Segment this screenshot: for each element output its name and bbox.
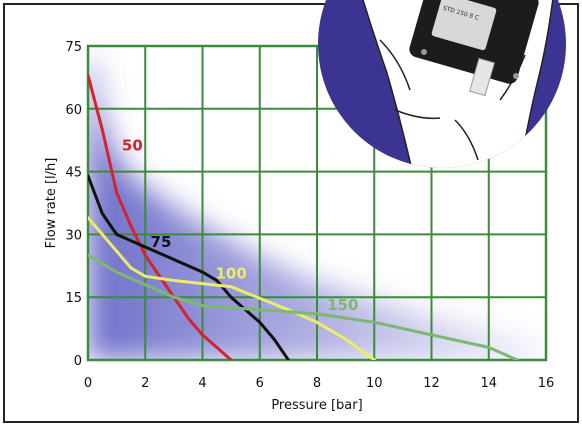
- y-tick-label: 45: [65, 166, 82, 181]
- grid-lines: [88, 46, 546, 360]
- series-label-100: 100: [215, 264, 246, 282]
- series-line-50: [88, 73, 233, 360]
- device-inset: STD 250 8 C: [318, 0, 566, 168]
- x-axis-label: Pressure [bar]: [271, 398, 362, 413]
- figure-frame: [3, 3, 579, 423]
- y-tick-label: 30: [65, 228, 82, 243]
- y-tick-label: 15: [65, 291, 82, 306]
- x-tick-labels: 0 2 4 6 8 10 12 14 16: [84, 376, 554, 391]
- series-line-75: [88, 174, 290, 360]
- plot-border: [86, 44, 548, 362]
- y-axis-label: Flow rate [l/h]: [44, 158, 59, 249]
- x-tick-label: 4: [198, 376, 206, 391]
- series-lines: [88, 73, 519, 360]
- device-screw-left: [421, 49, 427, 55]
- x-tick-label: 14: [480, 376, 497, 391]
- x-tick-label: 2: [141, 376, 149, 391]
- series-line-150: [88, 253, 519, 360]
- hand-fingers: [379, 39, 526, 161]
- x-tick-label: 0: [84, 376, 92, 391]
- hose-fitting: [469, 57, 495, 97]
- device-screw-right: [513, 73, 519, 79]
- y-tick-label: 75: [65, 40, 82, 55]
- x-tick-label: 16: [538, 376, 555, 391]
- series-labels: 50 75 100 150: [122, 137, 358, 314]
- series-line-100: [88, 216, 376, 360]
- device-label-plate: [431, 0, 497, 51]
- y-tick-label: 0: [74, 354, 82, 369]
- x-tick-label: 8: [313, 376, 321, 391]
- x-tick-label: 12: [423, 376, 440, 391]
- y-tick-labels: 0 15 30 45 60 75: [65, 40, 82, 369]
- series-label-150: 150: [327, 296, 358, 314]
- series-label-50: 50: [122, 137, 143, 155]
- y-tick-label: 60: [65, 103, 82, 118]
- series-label-75: 75: [151, 233, 172, 251]
- x-tick-label: 6: [256, 376, 264, 391]
- x-tick-label: 10: [366, 376, 383, 391]
